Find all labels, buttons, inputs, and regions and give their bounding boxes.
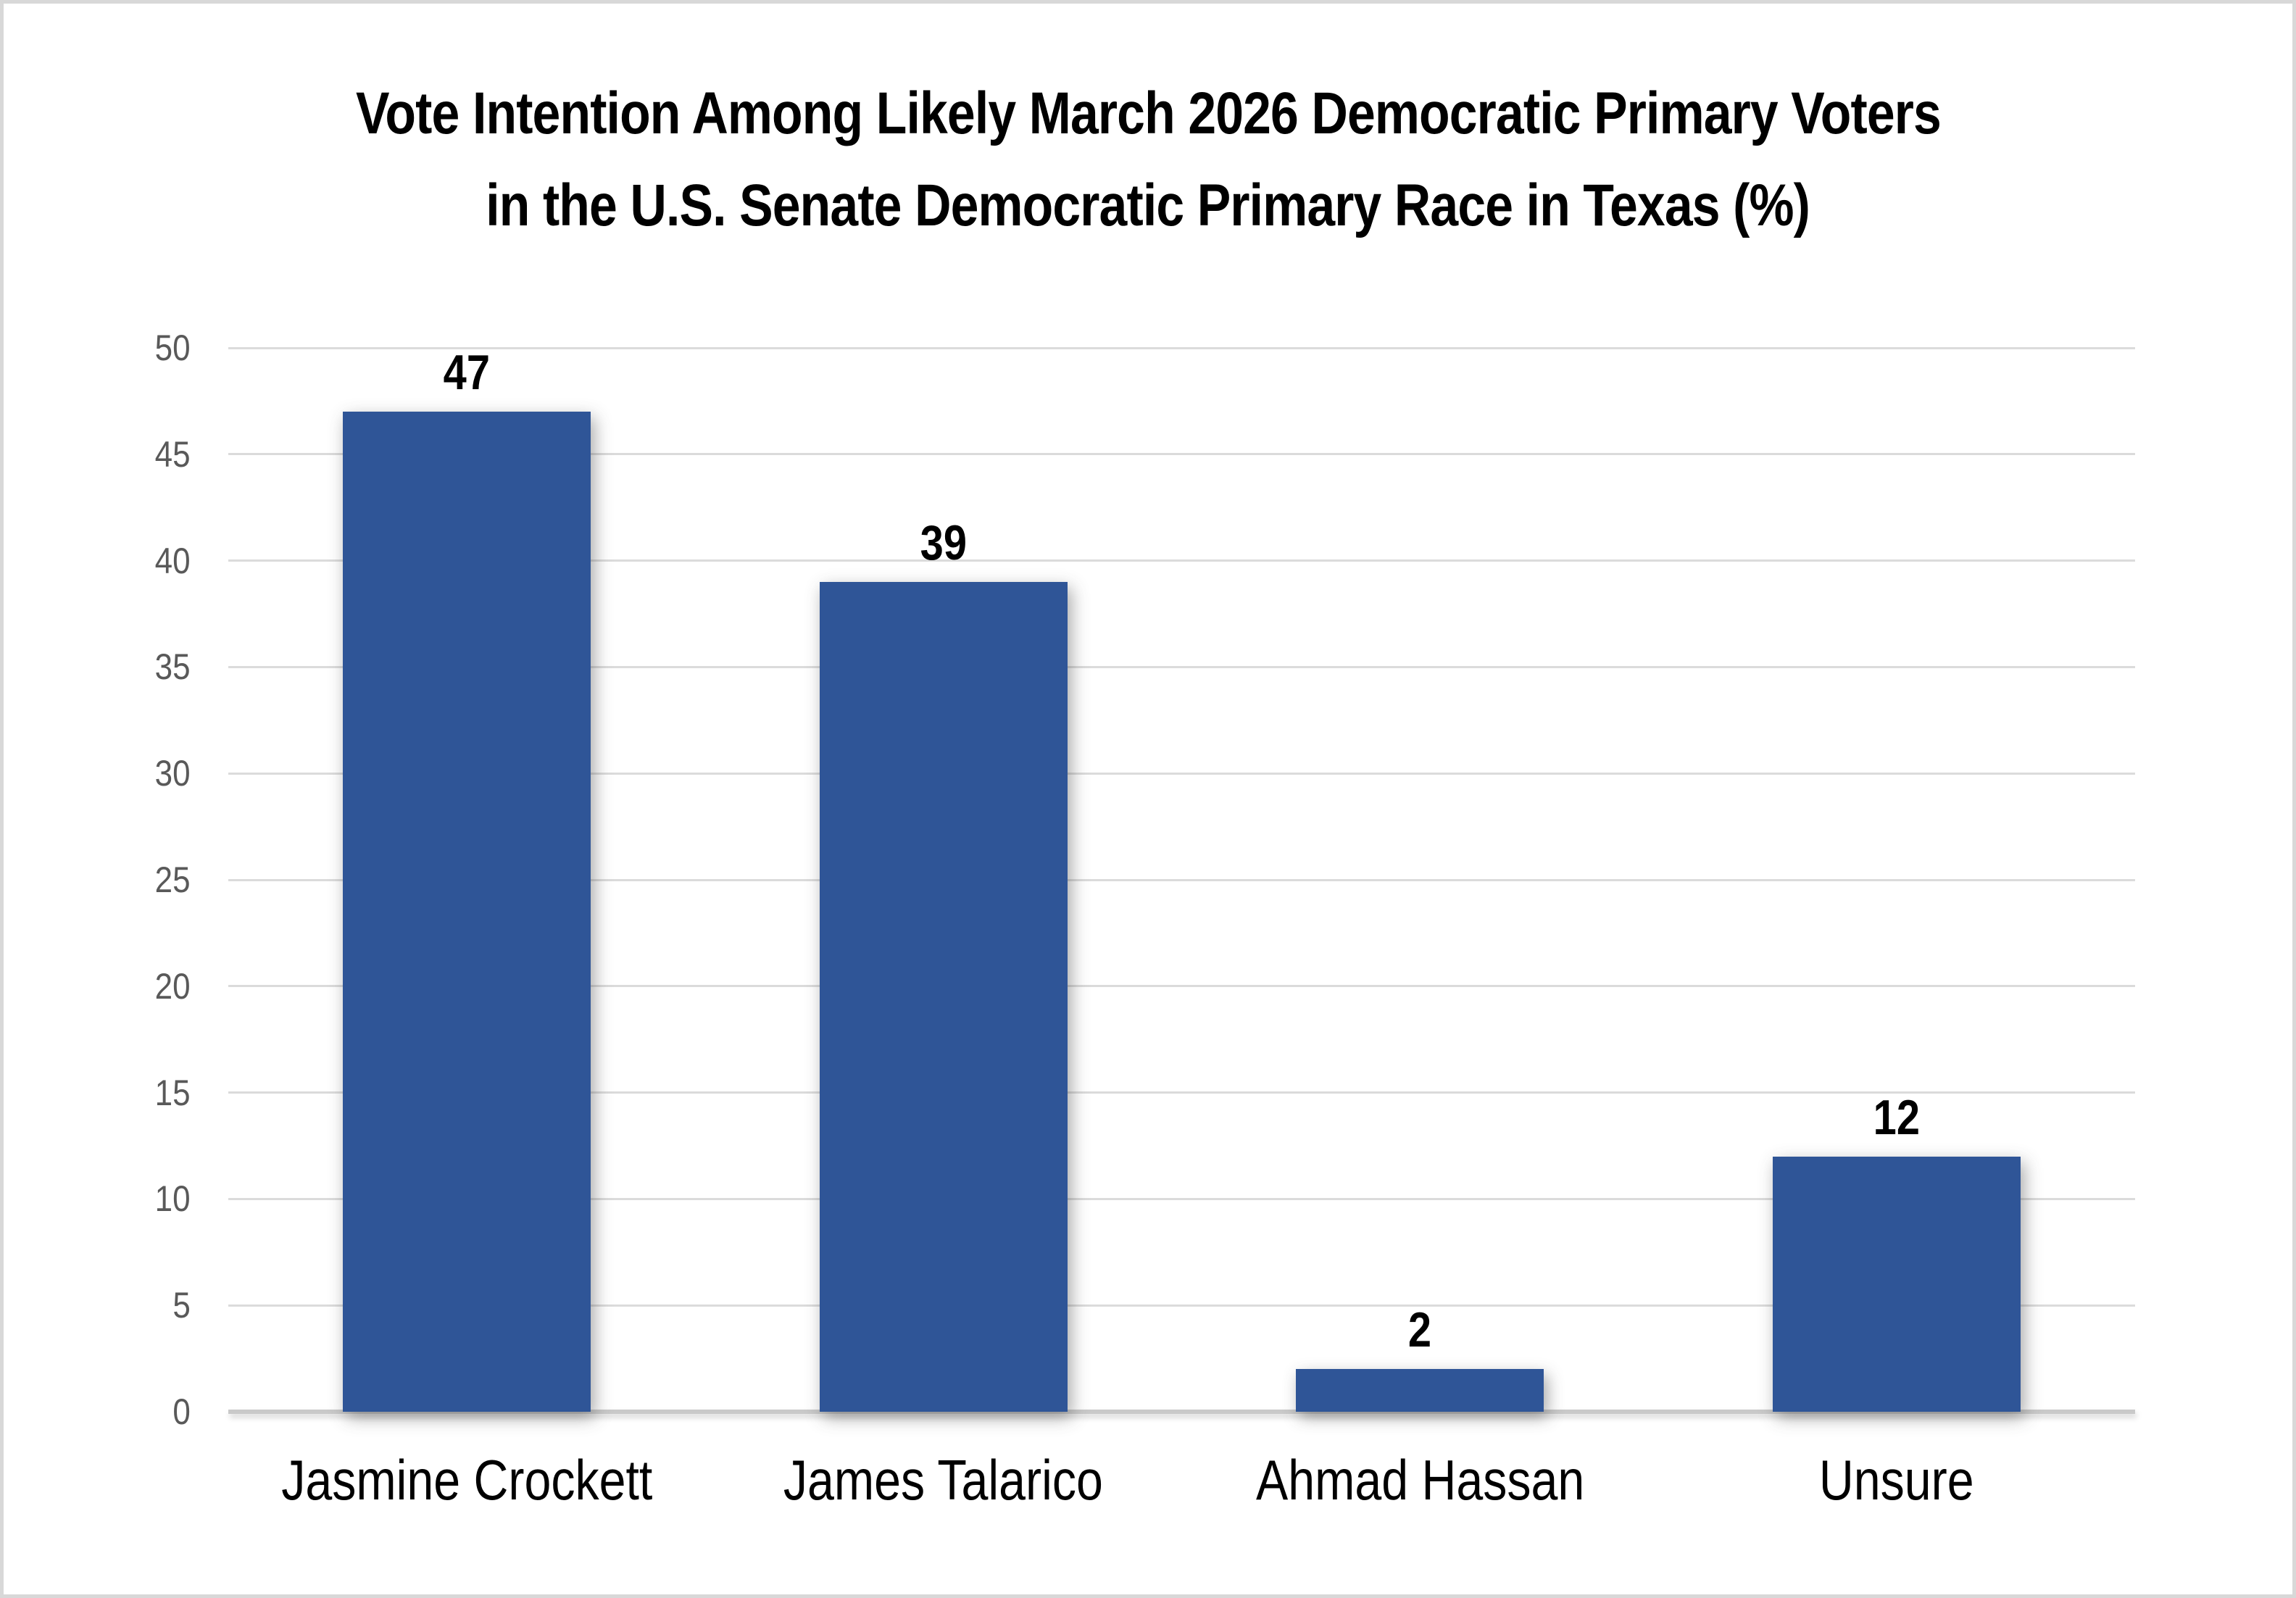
gridline-y-45 — [228, 453, 2135, 456]
bar-value-label-text: 12 — [1873, 1089, 1921, 1145]
bar-value-label-text: 39 — [920, 515, 967, 570]
bar-value-label: 47 — [322, 344, 612, 401]
y-tick-label-45: 45 — [47, 428, 191, 480]
y-tick-label-text: 30 — [155, 753, 191, 794]
y-tick-label-text: 40 — [155, 540, 191, 581]
y-tick-label-35: 35 — [47, 641, 191, 693]
category-label-text: James Talarico — [783, 1448, 1104, 1512]
bar-james-talarico — [819, 581, 1068, 1412]
y-tick-label-40: 40 — [47, 535, 191, 587]
chart-title-line-2-text: in the U.S. Senate Democratic Primary Ra… — [486, 172, 1811, 239]
gridline-y-15 — [228, 1091, 2135, 1094]
y-tick-label-text: 0 — [172, 1391, 191, 1432]
y-tick-label-text: 45 — [155, 433, 191, 475]
bar-ahmad-hassan — [1296, 1369, 1544, 1412]
gridline-y-30 — [228, 772, 2135, 775]
y-tick-label-text: 50 — [155, 328, 191, 368]
y-tick-label-text: 25 — [155, 860, 191, 900]
y-tick-label-30: 30 — [47, 747, 191, 799]
bar-jasmine-crockett — [342, 412, 591, 1412]
category-label-jasmine-crockett: Jasmine Crockett — [220, 1447, 713, 1512]
x-axis-line — [228, 1410, 2135, 1414]
y-tick-label-15: 15 — [47, 1067, 191, 1119]
bar-value-label: 12 — [1752, 1089, 2042, 1147]
bar-value-label-text: 47 — [443, 345, 491, 401]
gridline-y-50 — [228, 346, 2135, 349]
gridline-y-20 — [228, 985, 2135, 988]
chart-title-line-1: Vote Intention Among Likely March 2026 D… — [4, 67, 2292, 159]
category-label-text: Unsure — [1819, 1448, 1974, 1512]
y-tick-label-0: 0 — [47, 1386, 191, 1438]
gridline-y-35 — [228, 665, 2135, 668]
category-label-james-talarico: James Talarico — [697, 1447, 1190, 1512]
y-tick-label-text: 15 — [155, 1072, 191, 1113]
bar-value-label-text: 2 — [1408, 1302, 1432, 1358]
gridline-y-40 — [228, 559, 2135, 562]
y-tick-label-50: 50 — [47, 322, 191, 374]
bar-unsure — [1773, 1156, 2021, 1412]
y-tick-label-10: 10 — [47, 1173, 191, 1225]
y-tick-label-25: 25 — [47, 854, 191, 906]
y-tick-label-5: 5 — [47, 1279, 191, 1331]
y-tick-label-text: 10 — [155, 1178, 191, 1220]
y-tick-label-text: 35 — [155, 646, 191, 688]
chart-title: Vote Intention Among Likely March 2026 D… — [4, 67, 2292, 251]
category-label-unsure: Unsure — [1650, 1447, 2143, 1512]
bar-value-label: 39 — [799, 514, 1089, 572]
chart-title-line-2: in the U.S. Senate Democratic Primary Ra… — [4, 159, 2292, 251]
category-label-ahmad-hassan: Ahmad Hassan — [1173, 1447, 1666, 1512]
plot-area: 47 39 2 12 — [228, 345, 2135, 1414]
y-tick-label-text: 20 — [155, 965, 191, 1007]
gridline-y-10 — [228, 1197, 2135, 1200]
gridline-y-25 — [228, 878, 2135, 881]
chart-title-line-1-text: Vote Intention Among Likely March 2026 D… — [355, 80, 1942, 146]
y-tick-label-20: 20 — [47, 960, 191, 1012]
gridline-y-5 — [228, 1304, 2135, 1307]
category-label-text: Ahmad Hassan — [1255, 1448, 1585, 1512]
category-label-text: Jasmine Crockett — [280, 1448, 652, 1512]
bar-value-label: 2 — [1275, 1301, 1565, 1359]
y-tick-label-text: 5 — [172, 1285, 191, 1326]
